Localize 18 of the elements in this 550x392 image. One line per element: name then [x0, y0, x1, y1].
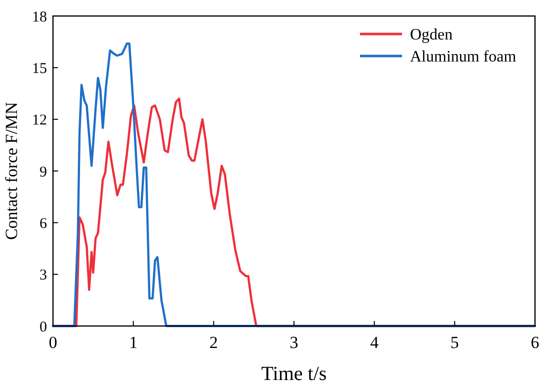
x-tick-label: 4 [370, 333, 380, 352]
line-series [52, 42, 536, 328]
y-tick-label: 18 [32, 9, 47, 26]
x-tick-label: 6 [530, 333, 540, 352]
y-tick-label: 3 [40, 268, 47, 284]
y-tick-label: 9 [40, 164, 47, 180]
y-tick-label: 15 [32, 60, 47, 77]
y-axis-title: Contact force F/MN [2, 102, 21, 240]
legend-label: Aluminum foam [410, 48, 517, 66]
x-tick-label: 2 [209, 333, 218, 352]
x-axis-title: Time t/s [261, 363, 327, 385]
y-tick-label: 12 [32, 112, 47, 129]
y-tick-label: 0 [40, 319, 47, 336]
x-tick-label: 5 [450, 333, 459, 352]
x-tick-label: 3 [290, 333, 298, 352]
x-tick-label: 1 [129, 333, 138, 352]
legend-label: Ogden [410, 26, 453, 44]
y-tick-label: 6 [40, 216, 48, 232]
